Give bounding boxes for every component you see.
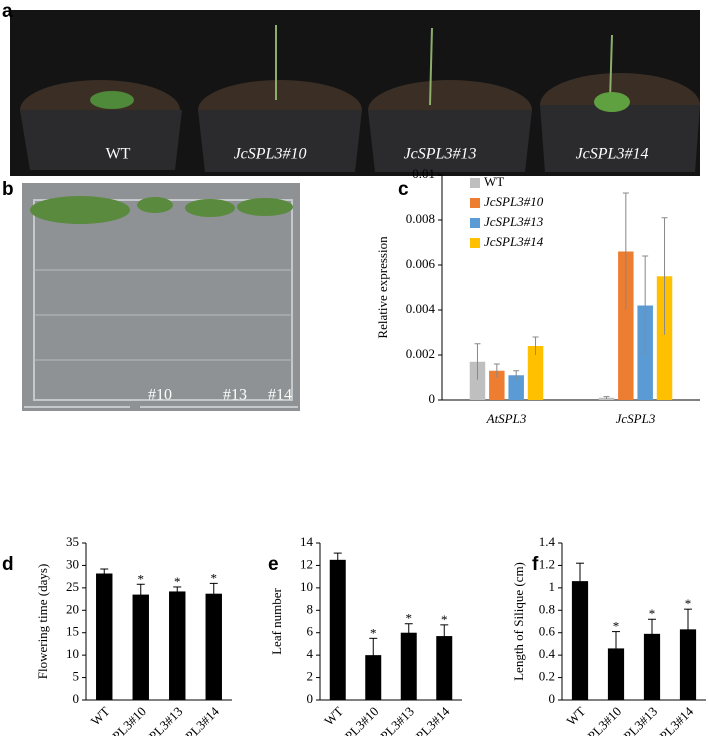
y-tick-label: 1.4 [539,534,556,549]
x-tick-label: WT [321,704,346,729]
panel-label: d [2,554,14,575]
photo-label: #13 [223,387,247,404]
y-tick-label: 12 [300,556,313,571]
bar [679,629,697,700]
photo-b [22,183,300,411]
y-tick-label: 0 [73,691,80,706]
photo-label: JcSPL3#10 [234,146,307,163]
y-tick-label: 0.4 [539,646,556,661]
chart: 0 0.002 0.004 0.006 0.008 0.01 Relative expres… [375,166,700,426]
bar [643,633,661,700]
y-axis-label: Length of Silique (cm) [511,562,526,681]
y-axis-label: Flowering time (days) [35,564,50,680]
bar [329,559,346,700]
significance-label: * [649,606,656,621]
photo-label: JcSPL3#13 [404,146,477,163]
x-tick-label: WT [563,704,588,729]
y-axis-label: Relative expression [375,236,390,339]
y-tick-label: 0.01 [412,166,435,181]
bar [469,361,486,400]
y-tick-label: 20 [66,601,79,616]
y-tick-label: 0.008 [406,211,435,226]
significance-label: * [174,574,181,589]
y-tick-label: 0 [429,391,436,406]
y-tick-label: 0.004 [406,301,436,316]
panel-label: b [2,179,14,200]
bar [205,593,222,700]
y-tick-label: 25 [66,579,79,594]
bar [607,648,625,700]
y-tick-label: 0.006 [406,256,436,271]
bar [656,276,673,400]
y-tick-label: 0.002 [406,346,435,361]
y-tick-label: 8 [307,601,314,616]
y-tick-label: 35 [66,534,79,549]
photo-a [10,10,700,176]
panel-label: f [532,554,539,575]
panel-label: c [398,179,409,200]
legend-swatch [470,178,480,188]
legend-label: JcSPL3#13 [484,214,544,229]
y-tick-label: 14 [300,534,314,549]
photo-label: #14 [268,387,292,404]
legend-label: JcSPL3#14 [484,234,544,249]
photo-label: WT [58,411,83,428]
y-tick-label: 30 [66,556,79,571]
bar [527,346,544,400]
y-tick-label: 2 [307,669,314,684]
y-tick-label: 1.2 [539,556,555,571]
legend-label: JcSPL3#10 [484,194,544,209]
significance-label: * [370,625,377,640]
x-tick-label: AtSPL3 [486,411,527,426]
bar [169,591,186,700]
photo-label: JcSPL3#14 [576,146,649,163]
bar [365,655,382,700]
y-axis-label: Leaf number [269,587,284,654]
bar [618,251,634,400]
x-tick-label: WT [88,704,113,729]
legend-label: WT [484,174,504,189]
photo-group-label: JcSPL3 [191,413,240,430]
photo-label: #10 [148,387,172,404]
y-tick-label: 0 [549,691,556,706]
y-tick-label: 0.8 [539,601,555,616]
bar [132,594,149,700]
legend-swatch [470,238,480,248]
y-tick-label: 6 [307,624,314,639]
chart: 0 0.2 0.4 0.6 0.8 1 1.2 1.4 Length of Silique (c… [511,534,706,736]
y-tick-label: 10 [300,579,313,594]
bar [571,581,589,700]
y-tick-label: 15 [66,624,79,639]
significance-label: * [685,596,692,611]
y-tick-label: 1 [549,579,556,594]
bar [508,375,524,400]
x-tick-label: JcSPL3 [616,411,656,426]
significance-label: * [406,611,413,626]
bar [436,636,453,700]
y-tick-label: 5 [73,669,80,684]
bar [489,370,505,400]
significance-label: * [211,570,218,585]
y-tick-label: 0 [307,691,314,706]
bar [96,573,113,700]
legend-swatch [470,218,480,228]
y-tick-label: 0.6 [539,624,556,639]
panel-label: a [2,1,13,22]
bar [400,632,417,700]
y-tick-label: 10 [66,646,79,661]
panel-label: e [268,554,279,575]
significance-label: * [613,619,620,634]
legend-swatch [470,198,480,208]
photo-label: WT [106,146,131,163]
significance-label: * [441,612,448,627]
significance-label: * [138,571,145,586]
y-tick-label: 0.2 [539,669,555,684]
y-tick-label: 4 [307,646,314,661]
